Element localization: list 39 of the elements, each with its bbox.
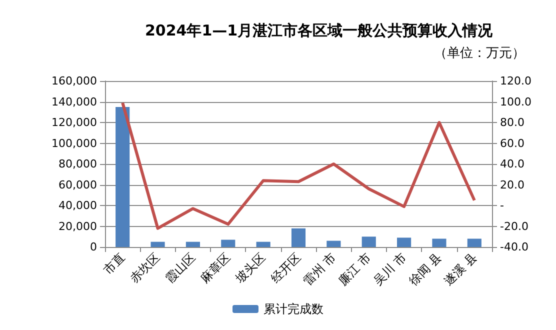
bar xyxy=(150,242,165,247)
legend-label: 累计完成数 xyxy=(264,302,324,316)
x-tick-label: 麻章区 xyxy=(198,250,234,286)
x-tick-label: 坡头区 xyxy=(232,250,268,286)
bar xyxy=(432,238,446,247)
y-tick-label: 60,000 xyxy=(58,178,97,192)
y-tick-label: 40,000 xyxy=(58,199,97,212)
bar xyxy=(291,228,306,247)
x-tick-label: 经开区 xyxy=(268,250,304,286)
y2-tick-label: 40.0 xyxy=(500,158,524,170)
y2-tick-label: - xyxy=(500,199,504,212)
bar xyxy=(362,236,376,247)
y2-tick-label: 60.0 xyxy=(500,136,524,150)
y-tick-label: 120,000 xyxy=(52,116,97,129)
y2-tick-label: 20.0 xyxy=(500,178,524,192)
x-tick-label: 市直 xyxy=(100,250,128,277)
chart-subtitle: （单位：万元） xyxy=(434,46,525,61)
bar xyxy=(256,242,270,247)
y-tick-label: 140,000 xyxy=(52,95,97,108)
y-tick-label: 160,000 xyxy=(52,74,97,88)
chart-title: 2024年1—1月湛江市各区域一般公共预算收入情况 xyxy=(145,22,494,40)
line-series xyxy=(121,101,476,230)
x-tick-label: 赤坎区 xyxy=(127,250,163,286)
bar xyxy=(221,240,236,247)
bar xyxy=(116,106,130,247)
y2-tick-label: -40.0 xyxy=(500,240,528,254)
bar xyxy=(186,242,200,247)
bar xyxy=(397,238,412,247)
y2-tick-label: 80.0 xyxy=(500,116,524,129)
y2-tick-label: 100.0 xyxy=(500,95,532,108)
x-tick-label: 霞山区 xyxy=(162,250,198,286)
y2-tick-label: -20.0 xyxy=(500,220,528,233)
y-tick-label: 80,000 xyxy=(58,158,97,170)
bar xyxy=(326,240,341,247)
y-tick-label: 100,000 xyxy=(52,136,97,150)
bar xyxy=(467,238,482,247)
y-tick-label: 0 xyxy=(90,240,97,254)
y2-tick-label: 120.0 xyxy=(500,74,532,88)
y-tick-label: 20,000 xyxy=(58,220,97,233)
